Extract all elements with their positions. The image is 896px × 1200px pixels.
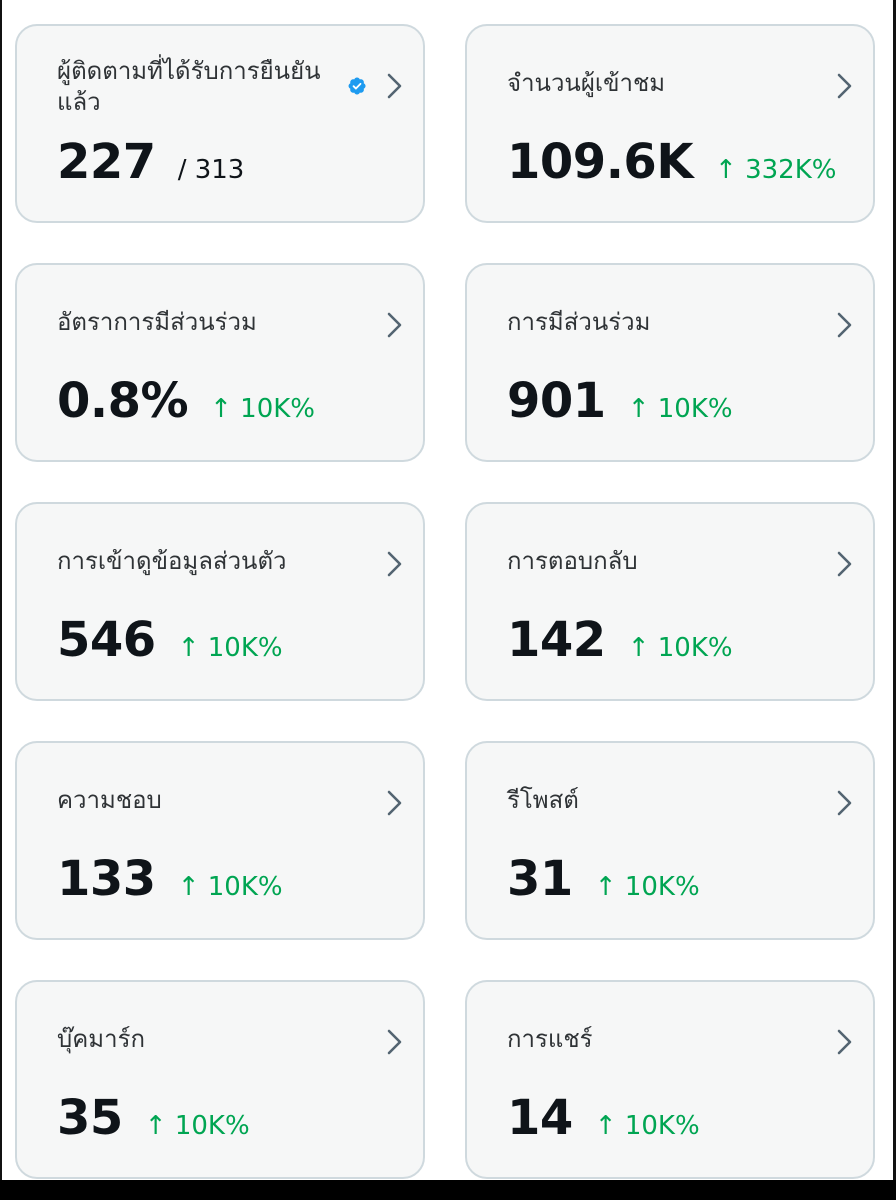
metric-value-row: 14 ↑ 10K% [507, 1090, 700, 1146]
metric-title: การตอบกลับ [507, 547, 638, 575]
metric-title: การเข้าดูข้อมูลส่วนตัว [57, 547, 287, 575]
bottom-bar [0, 1180, 896, 1200]
metric-value: 227 [57, 134, 156, 190]
chevron-right-icon [387, 1029, 402, 1055]
chevron-right-icon [387, 312, 402, 338]
metric-title: บุ๊คมาร์ก [57, 1025, 146, 1053]
metric-value-row: 35 ↑ 10K% [57, 1090, 250, 1146]
metric-card-engagements[interactable]: การมีส่วนร่วม 901 ↑ 10K% [465, 263, 875, 462]
metric-value: 142 [507, 612, 606, 668]
chevron-right-icon [837, 790, 852, 816]
metric-card-verified-followers[interactable]: ผู้ติดตามที่ได้รับการยืนยันแล้ว 227 / 31… [15, 24, 425, 223]
metric-value: 133 [57, 851, 156, 907]
metric-value: 14 [507, 1090, 573, 1146]
metrics-grid: ผู้ติดตามที่ได้รับการยืนยันแล้ว 227 / 31… [15, 24, 875, 1179]
metric-title: รีโพสต์ [507, 786, 579, 814]
metric-change: ↑ 10K% [627, 633, 733, 663]
metric-card-reposts[interactable]: รีโพสต์ 31 ↑ 10K% [465, 741, 875, 940]
chevron-right-icon [837, 73, 852, 99]
metric-value-row: 109.6K ↑ 332K% [507, 134, 836, 190]
metric-change: ↑ 10K% [594, 1111, 700, 1141]
metric-value: 109.6K [507, 134, 694, 190]
metric-value: 31 [507, 851, 573, 907]
metric-title: การแชร์ [507, 1025, 593, 1053]
metric-title: ผู้ติดตามที่ได้รับการยืนยันแล้ว [57, 57, 321, 116]
metric-change: ↑ 10K% [627, 394, 733, 424]
metric-title: ความชอบ [57, 786, 162, 814]
metric-value-row: 142 ↑ 10K% [507, 612, 733, 668]
metric-card-bookmarks[interactable]: บุ๊คมาร์ก 35 ↑ 10K% [15, 980, 425, 1179]
metric-change: ↑ 10K% [177, 872, 283, 902]
metric-value-row: 546 ↑ 10K% [57, 612, 283, 668]
metric-card-profile-visits[interactable]: การเข้าดูข้อมูลส่วนตัว 546 ↑ 10K% [15, 502, 425, 701]
metric-card-replies[interactable]: การตอบกลับ 142 ↑ 10K% [465, 502, 875, 701]
metric-card-impressions[interactable]: จำนวนผู้เข้าชม 109.6K ↑ 332K% [465, 24, 875, 223]
metric-title: อัตราการมีส่วนร่วม [57, 308, 257, 336]
metric-title: จำนวนผู้เข้าชม [507, 69, 666, 97]
chevron-right-icon [387, 551, 402, 577]
metric-value: 35 [57, 1090, 123, 1146]
metric-value: 0.8% [57, 373, 189, 429]
metric-value-row: 133 ↑ 10K% [57, 851, 283, 907]
metric-value-row: 0.8% ↑ 10K% [57, 373, 315, 429]
chevron-right-icon [387, 73, 402, 99]
metric-value: 901 [507, 373, 606, 429]
chevron-right-icon [837, 312, 852, 338]
chevron-right-icon [387, 790, 402, 816]
metric-change: ↑ 332K% [715, 155, 837, 185]
verified-badge-icon [348, 77, 366, 95]
metric-value-row: 227 / 313 [57, 134, 244, 190]
metric-value-row: 901 ↑ 10K% [507, 373, 733, 429]
metric-card-likes[interactable]: ความชอบ 133 ↑ 10K% [15, 741, 425, 940]
metric-change: ↑ 10K% [177, 633, 283, 663]
chevron-right-icon [837, 1029, 852, 1055]
metric-title: การมีส่วนร่วม [507, 308, 651, 336]
metric-change: ↑ 10K% [144, 1111, 250, 1141]
metric-value-row: 31 ↑ 10K% [507, 851, 700, 907]
metric-change: ↑ 10K% [210, 394, 316, 424]
metric-denominator: / 313 [177, 155, 245, 185]
metric-change: ↑ 10K% [594, 872, 700, 902]
metric-card-shares[interactable]: การแชร์ 14 ↑ 10K% [465, 980, 875, 1179]
chevron-right-icon [837, 551, 852, 577]
metric-card-engagement-rate[interactable]: อัตราการมีส่วนร่วม 0.8% ↑ 10K% [15, 263, 425, 462]
metric-value: 546 [57, 612, 156, 668]
